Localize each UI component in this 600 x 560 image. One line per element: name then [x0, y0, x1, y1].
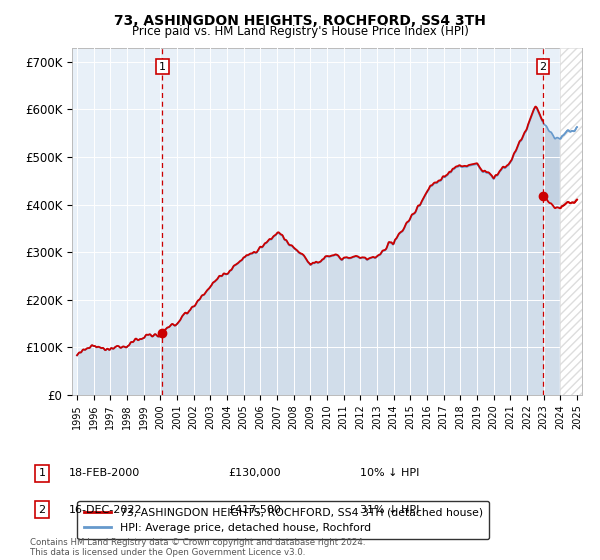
Text: £130,000: £130,000: [228, 468, 281, 478]
Text: 1: 1: [159, 62, 166, 72]
Text: Contains HM Land Registry data © Crown copyright and database right 2024.
This d: Contains HM Land Registry data © Crown c…: [30, 538, 365, 557]
Legend: 73, ASHINGDON HEIGHTS, ROCHFORD, SS4 3TH (detached house), HPI: Average price, d: 73, ASHINGDON HEIGHTS, ROCHFORD, SS4 3TH…: [77, 501, 489, 539]
Bar: [560, 48, 582, 395]
Text: 2: 2: [539, 62, 547, 72]
Text: 10% ↓ HPI: 10% ↓ HPI: [360, 468, 419, 478]
Text: 1: 1: [38, 468, 46, 478]
Text: Price paid vs. HM Land Registry's House Price Index (HPI): Price paid vs. HM Land Registry's House …: [131, 25, 469, 38]
Bar: [560, 48, 582, 395]
Text: £417,500: £417,500: [228, 505, 281, 515]
Text: 73, ASHINGDON HEIGHTS, ROCHFORD, SS4 3TH: 73, ASHINGDON HEIGHTS, ROCHFORD, SS4 3TH: [114, 14, 486, 28]
Text: 16-DEC-2022: 16-DEC-2022: [69, 505, 143, 515]
Text: 18-FEB-2000: 18-FEB-2000: [69, 468, 140, 478]
Text: 2: 2: [38, 505, 46, 515]
Text: 31% ↓ HPI: 31% ↓ HPI: [360, 505, 419, 515]
